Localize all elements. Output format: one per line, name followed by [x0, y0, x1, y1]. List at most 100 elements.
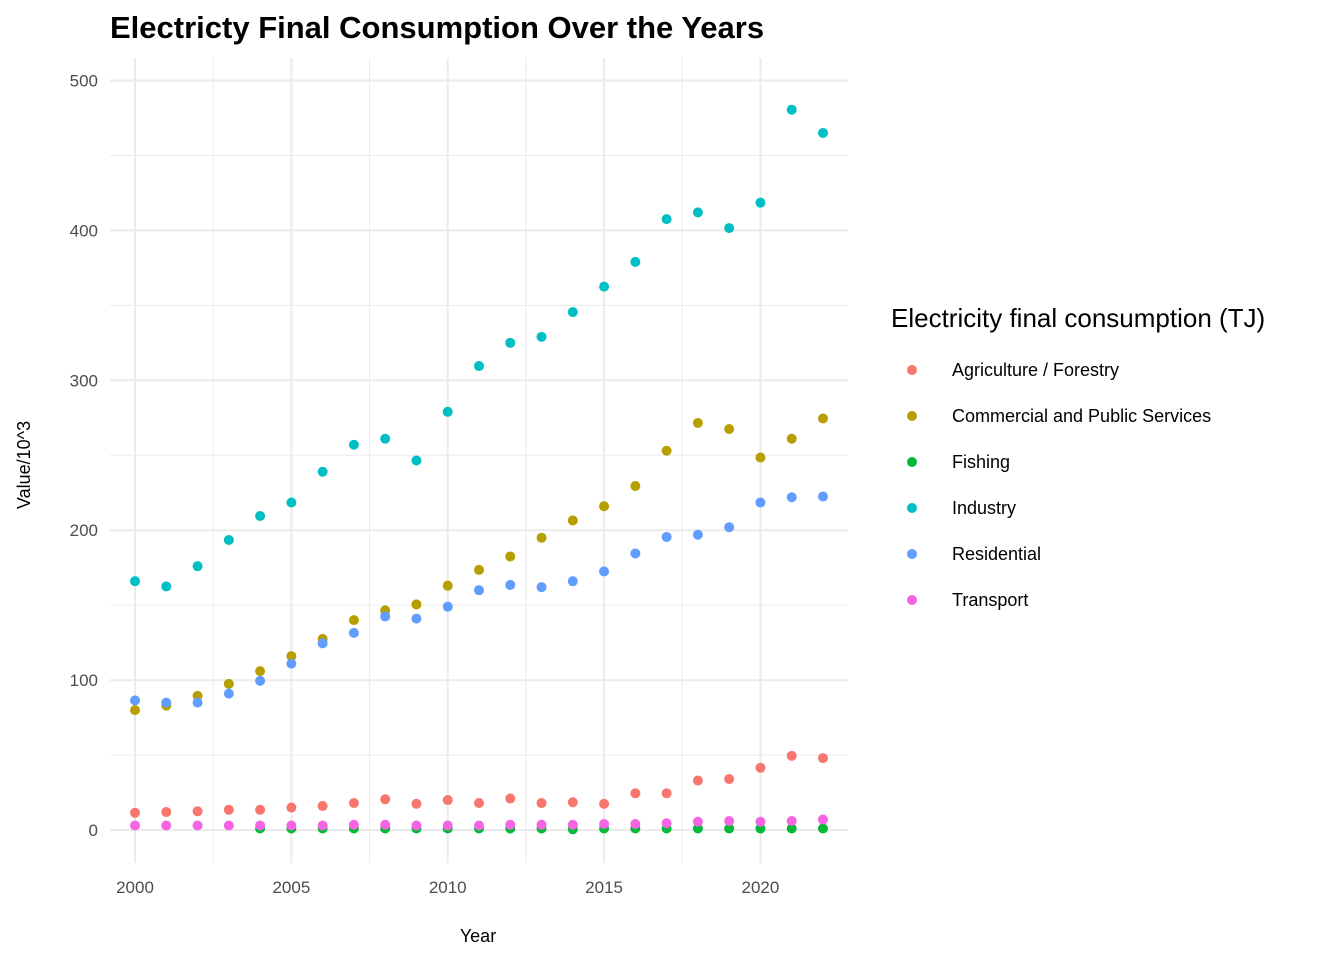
data-point — [317, 466, 328, 477]
legend-key — [907, 595, 917, 605]
data-point — [786, 492, 797, 503]
series-points — [130, 491, 828, 708]
data-point — [192, 820, 203, 831]
data-point — [505, 337, 516, 348]
legend-label: Transport — [952, 590, 1028, 610]
data-point — [255, 675, 266, 686]
data-point — [348, 819, 359, 830]
data-point — [536, 819, 547, 830]
data-point — [223, 820, 234, 831]
data-point — [286, 497, 297, 508]
data-point — [599, 281, 610, 292]
data-point — [130, 807, 141, 818]
data-point — [536, 331, 547, 342]
data-point — [348, 798, 359, 809]
legend-key — [907, 457, 917, 467]
data-point — [223, 688, 234, 699]
series-points — [130, 750, 828, 818]
data-point — [630, 819, 641, 830]
grid — [110, 58, 848, 863]
data-point — [442, 820, 453, 831]
data-point — [317, 638, 328, 649]
data-point — [130, 820, 141, 831]
data-point — [661, 818, 672, 829]
y-tick-label: 500 — [70, 71, 98, 90]
data-point — [599, 798, 610, 809]
data-point — [130, 705, 141, 716]
series-points — [130, 814, 828, 831]
data-point — [348, 439, 359, 450]
series-points — [130, 104, 828, 592]
data-point — [630, 548, 641, 559]
data-point — [661, 531, 672, 542]
legend-label: Industry — [952, 498, 1016, 518]
data-point — [161, 807, 172, 818]
data-point — [567, 307, 578, 318]
data-point — [442, 580, 453, 591]
data-point — [567, 576, 578, 587]
y-tick-label: 300 — [70, 371, 98, 390]
data-point — [505, 551, 516, 562]
data-point — [380, 819, 391, 830]
data-point — [817, 823, 828, 834]
data-point — [724, 823, 735, 834]
y-tick-label: 400 — [70, 221, 98, 240]
data-point — [161, 820, 172, 831]
data-point — [411, 599, 422, 610]
data-point — [192, 561, 203, 572]
data-point — [223, 804, 234, 815]
x-tick-label: 2015 — [585, 878, 623, 897]
legend-key — [907, 411, 917, 421]
data-point — [505, 819, 516, 830]
x-tick-label: 2010 — [429, 878, 467, 897]
data-point — [630, 256, 641, 267]
data-point — [599, 501, 610, 512]
data-point — [286, 802, 297, 813]
data-point — [130, 576, 141, 587]
data-point — [724, 424, 735, 435]
data-point — [442, 795, 453, 806]
data-point — [505, 579, 516, 590]
data-point — [599, 819, 610, 830]
x-tick-label: 2005 — [272, 878, 310, 897]
data-point — [505, 793, 516, 804]
axis-ticks: 0 100 200 300 400 500 2000 2005 2010 2015 2020 — [70, 71, 780, 897]
data-point — [192, 697, 203, 708]
data-point — [724, 223, 735, 234]
data-point — [567, 819, 578, 830]
legend-label: Fishing — [952, 452, 1010, 472]
x-axis-title: Year — [460, 926, 496, 946]
data-point — [724, 816, 735, 827]
data-point — [380, 794, 391, 805]
data-point — [692, 775, 703, 786]
data-point — [286, 820, 297, 831]
data-point — [817, 127, 828, 138]
data-point — [442, 406, 453, 417]
data-point — [786, 816, 797, 827]
data-point — [692, 418, 703, 429]
y-axis-title: Value/10^3 — [14, 421, 34, 509]
x-tick-label: 2020 — [742, 878, 780, 897]
series-points — [130, 413, 828, 716]
legend-label: Commercial and Public Services — [952, 406, 1211, 426]
data-point — [755, 762, 766, 773]
data-point — [348, 615, 359, 626]
data-point — [817, 753, 828, 764]
y-tick-label: 200 — [70, 521, 98, 540]
data-point — [192, 806, 203, 817]
y-tick-label: 100 — [70, 671, 98, 690]
data-point — [442, 601, 453, 612]
data-point — [380, 433, 391, 444]
data-point — [161, 581, 172, 592]
data-point — [630, 788, 641, 799]
data-point — [692, 207, 703, 218]
data-point — [536, 798, 547, 809]
data-point — [348, 627, 359, 638]
data-point — [223, 534, 234, 545]
data-point — [817, 814, 828, 825]
data-point — [411, 798, 422, 809]
data-point — [536, 582, 547, 593]
data-point — [567, 515, 578, 526]
data-point — [317, 801, 328, 812]
data-point — [411, 820, 422, 831]
